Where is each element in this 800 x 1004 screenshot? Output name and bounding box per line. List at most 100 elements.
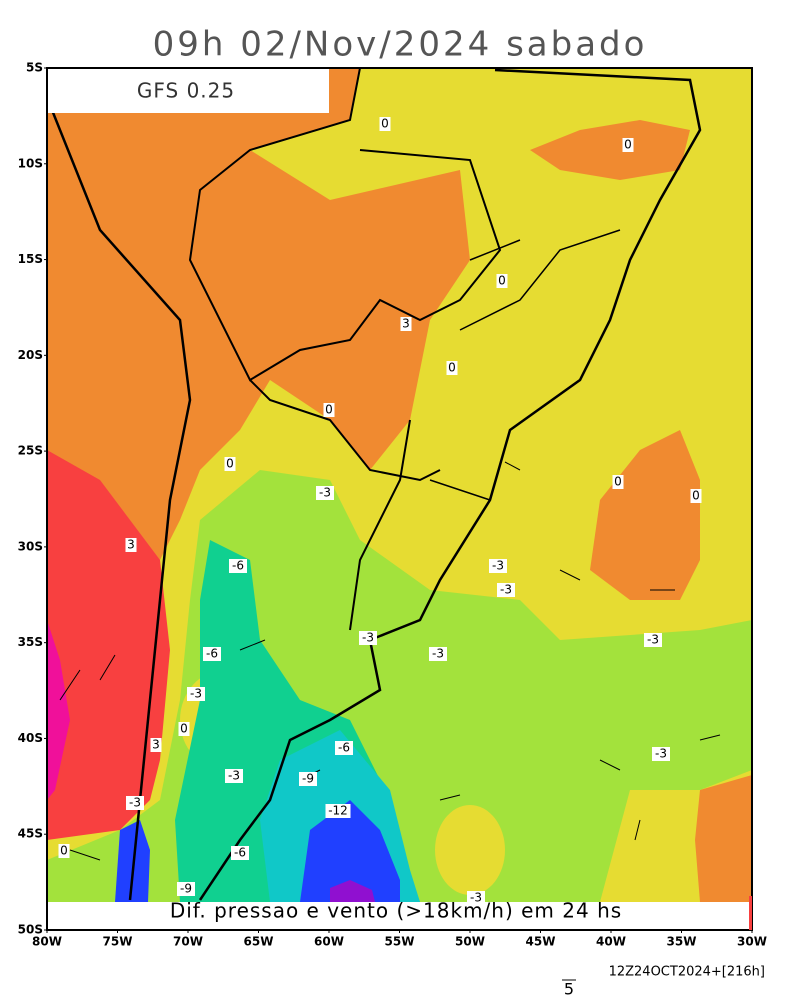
contour-label: -3 xyxy=(319,486,331,500)
coastline xyxy=(50,109,192,901)
contour-label-bg xyxy=(400,317,412,331)
border xyxy=(188,67,502,382)
lat-label: 35S xyxy=(18,635,43,649)
field-purple xyxy=(330,880,375,902)
field-red xyxy=(749,896,752,930)
border xyxy=(249,379,441,631)
contour-label-bg xyxy=(496,274,508,288)
contour-label: -3 xyxy=(647,633,659,647)
contour-label-bg xyxy=(325,804,351,818)
lat-label: 40S xyxy=(18,731,43,745)
field-blue xyxy=(115,820,150,902)
contour-label-bg xyxy=(622,138,634,152)
contour-label-bg xyxy=(231,846,249,860)
lon-label: 60W xyxy=(314,935,344,949)
lon-label: 35W xyxy=(667,935,697,949)
contour-label-bg xyxy=(299,772,317,786)
contour-label-bg xyxy=(335,741,353,755)
field-orange xyxy=(695,775,752,902)
contour-label-bg xyxy=(379,117,391,131)
model-box xyxy=(47,68,329,113)
vector-scale: 5 xyxy=(564,980,574,999)
contour-label: -3 xyxy=(129,796,141,810)
contour-label: 0 xyxy=(180,722,188,736)
contour-label-bg xyxy=(323,403,335,417)
contour-label: -3 xyxy=(470,891,482,905)
lat-label: 10S xyxy=(18,156,43,170)
contour-label-bg xyxy=(58,844,70,858)
contour-label: 0 xyxy=(624,138,632,152)
contour-label: 0 xyxy=(325,403,333,417)
contour-label-bg xyxy=(224,457,236,471)
contour-label: 0 xyxy=(226,457,234,471)
contour-label-bg xyxy=(187,687,205,701)
contour-label-bg xyxy=(229,559,247,573)
lon-label: 65W xyxy=(244,935,274,949)
contour-label-bg xyxy=(177,882,195,896)
contour-label: 3 xyxy=(402,317,410,331)
contour-label: 0 xyxy=(381,117,389,131)
contour-label: -12 xyxy=(328,804,348,818)
contour-label: -6 xyxy=(232,559,244,573)
field-red xyxy=(47,450,170,840)
border xyxy=(429,229,621,501)
contour-label: -3 xyxy=(432,647,444,661)
lat-label: 15S xyxy=(18,252,43,266)
lon-label: 40W xyxy=(596,935,626,949)
contour-label: 0 xyxy=(448,361,456,375)
contour-label: -9 xyxy=(180,882,192,896)
contour-label-bg xyxy=(497,583,515,597)
lon-label: 50W xyxy=(455,935,485,949)
contour-label: 0 xyxy=(614,475,622,489)
lat-label: 5S xyxy=(26,61,43,75)
lat-label: 45S xyxy=(18,827,43,841)
field-blue xyxy=(300,800,400,902)
contour-label-bg xyxy=(446,361,458,375)
lon-label: 80W xyxy=(32,935,62,949)
contour-label-bg xyxy=(203,647,221,661)
field-orange xyxy=(590,430,700,600)
contour-label: 0 xyxy=(692,489,700,503)
lon-label: 75W xyxy=(103,935,133,949)
contour-label: -9 xyxy=(302,772,314,786)
map-title: 09h 02/Nov/2024 sabado xyxy=(153,25,648,65)
lat-label: 20S xyxy=(18,348,43,362)
contour-label-bg xyxy=(225,769,243,783)
field-magenta xyxy=(47,620,70,800)
contour-label: -6 xyxy=(206,647,218,661)
contour-label-bg xyxy=(612,475,624,489)
contour-label: -3 xyxy=(190,687,202,701)
lon-label: 55W xyxy=(385,935,415,949)
contour-label-bg xyxy=(150,738,162,752)
contour-label-bg xyxy=(178,722,190,736)
contour-label-bg xyxy=(126,796,144,810)
contour-label-bg xyxy=(429,647,447,661)
contour-label: -3 xyxy=(655,747,667,761)
contour-label-bg xyxy=(652,747,670,761)
contour-label-bg xyxy=(125,538,137,552)
lon-label: 70W xyxy=(173,935,203,949)
contour-label: -3 xyxy=(492,559,504,573)
contour-label-bg xyxy=(467,891,485,905)
contour-label: 0 xyxy=(60,844,68,858)
contour-label: -3 xyxy=(362,631,374,645)
map-fields xyxy=(47,68,752,930)
field-orange xyxy=(47,68,470,560)
lon-label: 45W xyxy=(526,935,556,949)
contour-label-bg xyxy=(359,631,377,645)
field-orange xyxy=(530,120,690,180)
lat-label: 30S xyxy=(18,539,43,553)
contour-label-bg xyxy=(489,559,507,573)
contour-label: -6 xyxy=(234,846,246,860)
lat-label: 50S xyxy=(18,923,43,937)
field-yellow xyxy=(435,805,505,895)
contour-label-bg xyxy=(690,489,702,503)
coastlines xyxy=(50,67,702,901)
contour-label: -6 xyxy=(338,741,350,755)
lon-label: 30W xyxy=(737,935,767,949)
contour-label-bg xyxy=(316,486,334,500)
contour-label: 0 xyxy=(498,274,506,288)
contour-label: 3 xyxy=(152,738,160,752)
contour-label-bg xyxy=(644,633,662,647)
